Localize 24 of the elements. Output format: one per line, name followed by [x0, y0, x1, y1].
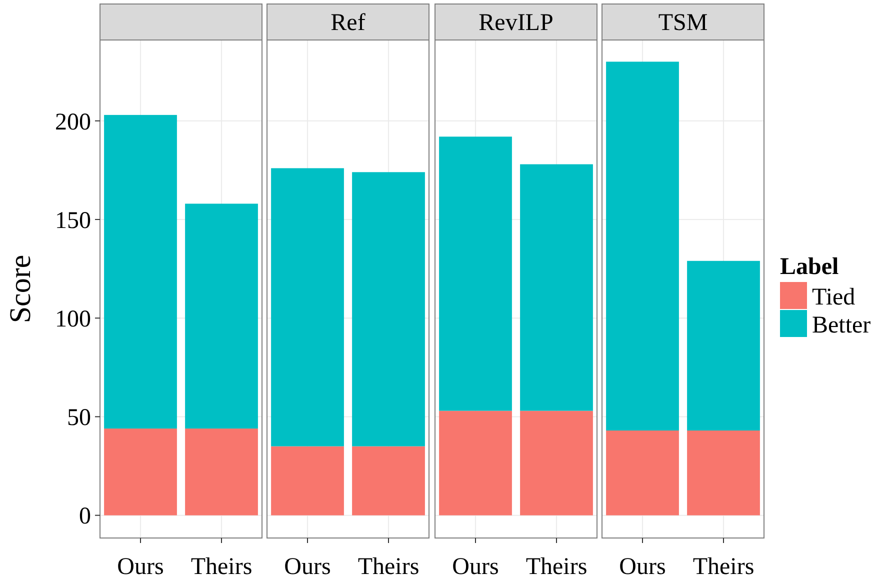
bar [185, 204, 258, 429]
legend-title: Label [780, 254, 840, 280]
bar [185, 428, 258, 516]
x-tick-label: Theirs [526, 554, 588, 580]
x-tick-label: Ours [619, 554, 666, 580]
y-axis-title: Score [4, 254, 37, 324]
x-tick-label: Ours [117, 554, 164, 580]
chart-title: RevILP [478, 10, 554, 36]
y-tick-label: 0 [79, 504, 91, 530]
x-tick-label: Theirs [692, 554, 754, 580]
y-tick-label: 200 [55, 109, 91, 136]
x-tick-label: Ours [284, 554, 331, 580]
y-tick-label: 150 [55, 208, 91, 234]
x-tick-label: Theirs [190, 554, 252, 580]
chart-title: Ref [330, 10, 366, 36]
bar [104, 428, 177, 516]
y-tick-label: 50 [67, 405, 91, 432]
y-tick-label: 100 [55, 306, 91, 332]
x-tick-label: Ours [452, 554, 499, 580]
legend-label: Tied [812, 284, 856, 310]
bar [104, 114, 177, 429]
legend-label: Better [812, 312, 871, 338]
chart-title: TSM [658, 10, 708, 36]
x-tick-label: Theirs [358, 554, 420, 580]
